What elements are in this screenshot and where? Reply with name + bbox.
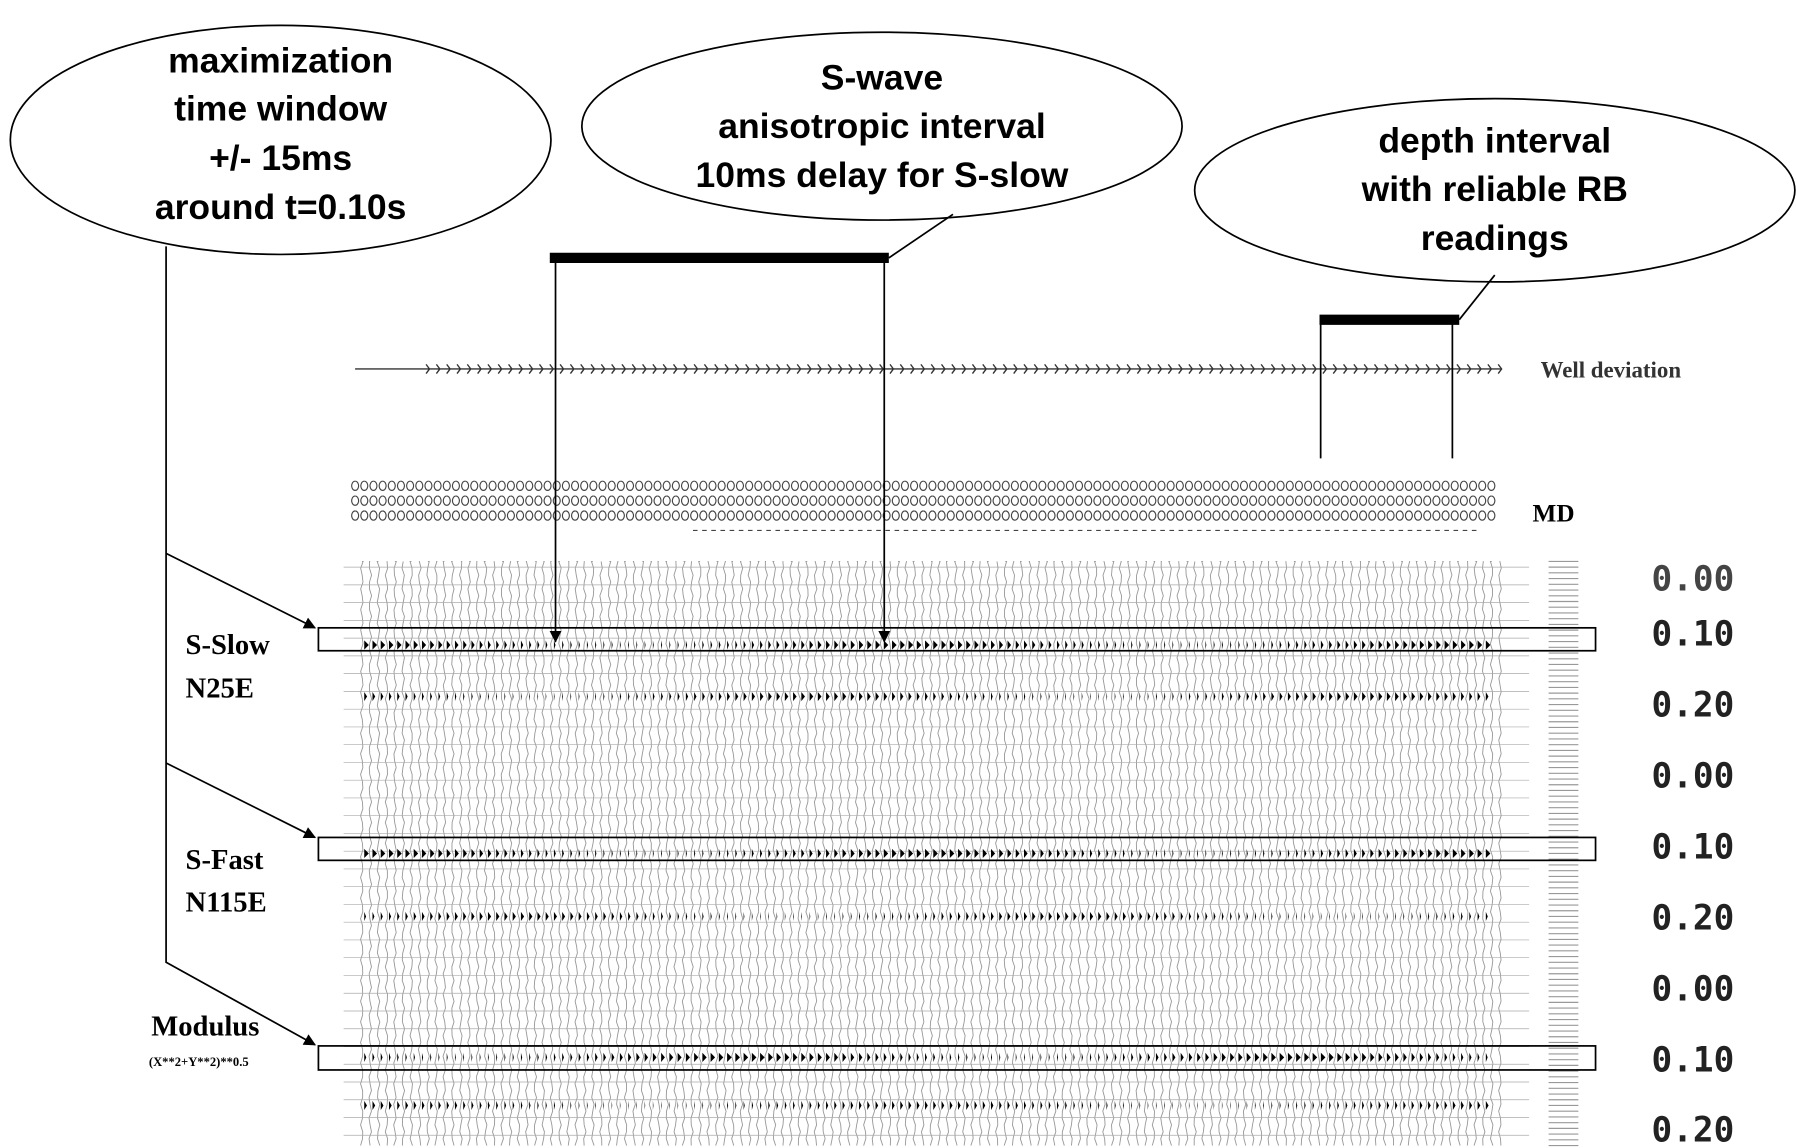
time-label: 0.10 [1652, 614, 1735, 654]
arrow [165, 762, 317, 839]
time-window [317, 626, 1597, 652]
time-label: 0.00 [1652, 559, 1735, 599]
time-label: 0.00 [1652, 756, 1735, 796]
labels: maximization time window +/- 15ms around t=… [149, 41, 1734, 1148]
callout-text: with reliable RB [1361, 169, 1628, 209]
time-label: 0.20 [1652, 1110, 1735, 1148]
callout-ellipse [1193, 97, 1796, 283]
connector [1458, 274, 1496, 321]
callout-text: 10ms delay for S-slow [696, 155, 1069, 195]
well-deviation-trace [355, 363, 1503, 374]
callout-text: maximization [168, 41, 393, 81]
connector [888, 213, 954, 259]
md-numbers [351, 480, 1496, 532]
callout-text: depth interval [1378, 121, 1611, 161]
seismic-traces [343, 363, 1579, 1147]
bracket-line [165, 246, 317, 1046]
panel-azimuth: N25E [186, 672, 254, 704]
panel-name: S-Fast [186, 844, 264, 876]
trace-wiggles [360, 560, 1502, 1146]
time-label: 0.20 [1652, 898, 1735, 938]
callout-ellipse [9, 24, 552, 256]
panel-formula: (X**2+Y**2)**0.5 [149, 1055, 249, 1069]
callout-text: +/- 15ms [209, 138, 352, 178]
time-label: 0.20 [1652, 685, 1735, 725]
panel-azimuth: N115E [186, 887, 267, 919]
callout-text: anisotropic interval [718, 106, 1045, 146]
track-label: MD [1533, 500, 1575, 527]
callout-text: readings [1421, 218, 1569, 258]
wavelet-peaks [364, 640, 1491, 1111]
track-label: Well deviation [1541, 358, 1682, 383]
callout-text: S-wave [821, 58, 943, 98]
time-label: 0.10 [1652, 827, 1735, 867]
arrow [165, 552, 317, 629]
time-label: 0.10 [1652, 1040, 1735, 1080]
panel-name: Modulus [151, 1010, 259, 1042]
callout-text: around t=0.10s [155, 187, 407, 227]
time-window [317, 1045, 1597, 1071]
time-scale [1548, 560, 1579, 1147]
panel-name: S-Slow [186, 629, 271, 661]
callout-ellipse [581, 31, 1183, 221]
time-label: 0.00 [1652, 969, 1735, 1009]
trace-grid [343, 566, 1530, 1136]
time-window [317, 836, 1597, 862]
callout-text: time window [174, 89, 387, 129]
